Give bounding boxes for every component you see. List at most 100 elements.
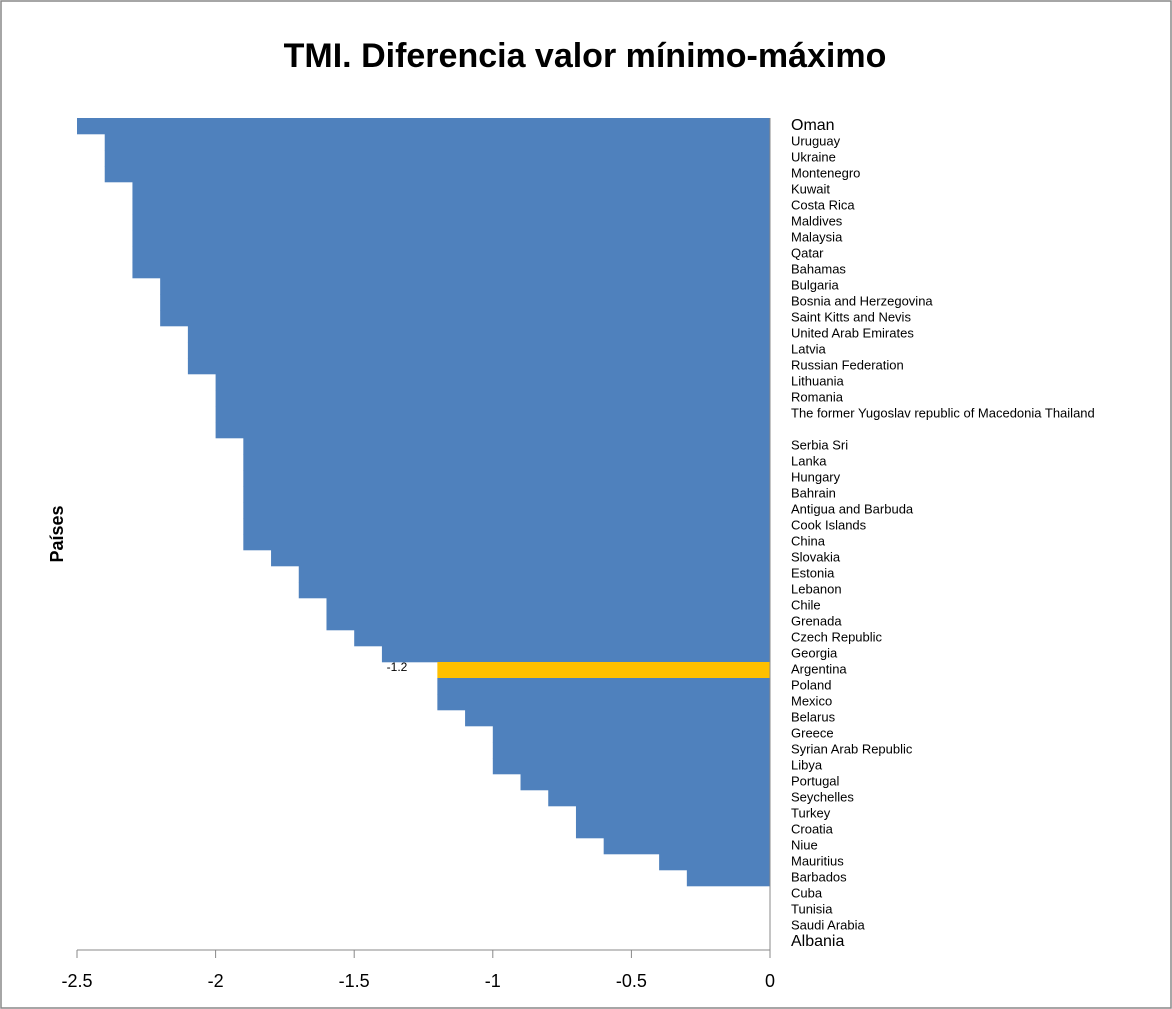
y-tick-label: Barbados: [791, 869, 847, 884]
bar: [603, 838, 770, 855]
bar: [437, 662, 770, 679]
bar: [243, 470, 770, 487]
y-tick-label: United Arab Emirates: [791, 325, 914, 340]
x-tick-label: -2: [208, 971, 224, 991]
y-tick-label: Turkey: [791, 805, 831, 820]
bar: [243, 454, 770, 471]
bar: [575, 806, 770, 823]
bar: [160, 294, 770, 311]
bar: [132, 230, 770, 247]
bar: [187, 358, 770, 375]
y-tick-label: Uruguay: [791, 133, 841, 148]
y-tick-label: Argentina: [791, 661, 847, 676]
y-tick-label: Mauritius: [791, 853, 844, 868]
bar: [104, 150, 771, 167]
bar: [243, 502, 770, 519]
y-tick-label: Chile: [791, 597, 821, 612]
bar: [243, 534, 770, 551]
y-tick-label: Libya: [791, 757, 823, 772]
y-tick-label: Croatia: [791, 821, 834, 836]
bar: [243, 518, 770, 535]
bar: [132, 214, 770, 231]
y-tick-label: Syrian Arab Republic: [791, 741, 913, 756]
y-tick-label: Oman: [791, 117, 835, 134]
y-tick-label: Maldives: [791, 213, 843, 228]
x-tick-label: -1: [485, 971, 501, 991]
bar: [215, 374, 771, 391]
bar: [215, 422, 771, 439]
y-tick-label: Georgia: [791, 645, 838, 660]
y-tick-label: Albania: [791, 933, 844, 950]
y-tick-label: Russian Federation: [791, 357, 904, 372]
y-tick-label: Antigua and Barbuda: [791, 501, 914, 516]
y-tick-label: Niue: [791, 837, 818, 852]
bar: [132, 198, 770, 215]
bar: [298, 582, 770, 599]
y-tick-label: Lebanon: [791, 581, 842, 596]
y-tick-label: Cook Islands: [791, 517, 867, 532]
y-tick-label: Montenegro: [791, 165, 860, 180]
bar: [492, 726, 770, 743]
bar: [492, 742, 770, 759]
bar: [326, 598, 770, 615]
bar: [381, 646, 770, 663]
bar: [187, 342, 770, 359]
y-tick-label: Costa Rica: [791, 197, 855, 212]
bar: [520, 774, 770, 791]
y-tick-label: Lanka: [791, 453, 827, 468]
y-tick-label: Portugal: [791, 773, 840, 788]
bar: [132, 262, 770, 279]
x-tick-label: 0: [765, 971, 775, 991]
bar: [187, 326, 770, 343]
y-tick-label: Latvia: [791, 341, 826, 356]
y-tick-label: Seychelles: [791, 789, 854, 804]
value-label: -1.2: [387, 660, 408, 674]
y-tick-label: Slovakia: [791, 549, 841, 564]
bar: [354, 630, 770, 647]
y-tick-label: Hungary: [791, 469, 841, 484]
bar: [271, 550, 770, 567]
bar: [298, 566, 770, 583]
y-axis-label: Países: [47, 505, 67, 562]
y-tick-label: Saint Kitts and Nevis: [791, 309, 911, 324]
y-tick-label: Bosnia and Herzegovina: [791, 293, 933, 308]
y-tick-label: Lithuania: [791, 373, 845, 388]
y-tick-label: Malaysia: [791, 229, 843, 244]
bar: [77, 118, 770, 135]
bar: [215, 406, 771, 423]
y-tick-label: Kuwait: [791, 181, 830, 196]
y-tick-label: China: [791, 533, 826, 548]
bar: [215, 390, 771, 407]
bar: [548, 790, 770, 807]
bar: [465, 710, 770, 727]
y-tick-label: Bahamas: [791, 261, 846, 276]
y-tick-label: Cuba: [791, 885, 823, 900]
y-tick-label: Greece: [791, 725, 834, 740]
y-tick-label: Poland: [791, 677, 831, 692]
bar: [659, 854, 770, 871]
y-tick-label: Estonia: [791, 565, 835, 580]
y-tick-label: Saudi Arabia: [791, 917, 865, 932]
y-tick-label: Czech Republic: [791, 629, 883, 644]
bar: [132, 246, 770, 263]
y-tick-label: Romania: [791, 389, 844, 404]
bar: [686, 870, 770, 887]
y-tick-label: Ukraine: [791, 149, 836, 164]
y-tick-label: Belarus: [791, 709, 836, 724]
y-tick-label: The former Yugoslav republic of Macedoni…: [791, 405, 1095, 420]
y-tick-label: Mexico: [791, 693, 832, 708]
bar: [575, 822, 770, 839]
bar: [160, 278, 770, 295]
y-tick-label: Bahrain: [791, 485, 836, 500]
bar: [326, 614, 770, 631]
bar: [243, 486, 770, 503]
bar: [160, 310, 770, 327]
y-tick-label: Qatar: [791, 245, 824, 260]
bar: [104, 166, 771, 183]
y-tick-label: Serbia Sri: [791, 437, 848, 452]
bar: [132, 182, 770, 199]
y-tick-label: Grenada: [791, 613, 842, 628]
x-tick-label: -1.5: [339, 971, 370, 991]
bar: [437, 678, 770, 695]
